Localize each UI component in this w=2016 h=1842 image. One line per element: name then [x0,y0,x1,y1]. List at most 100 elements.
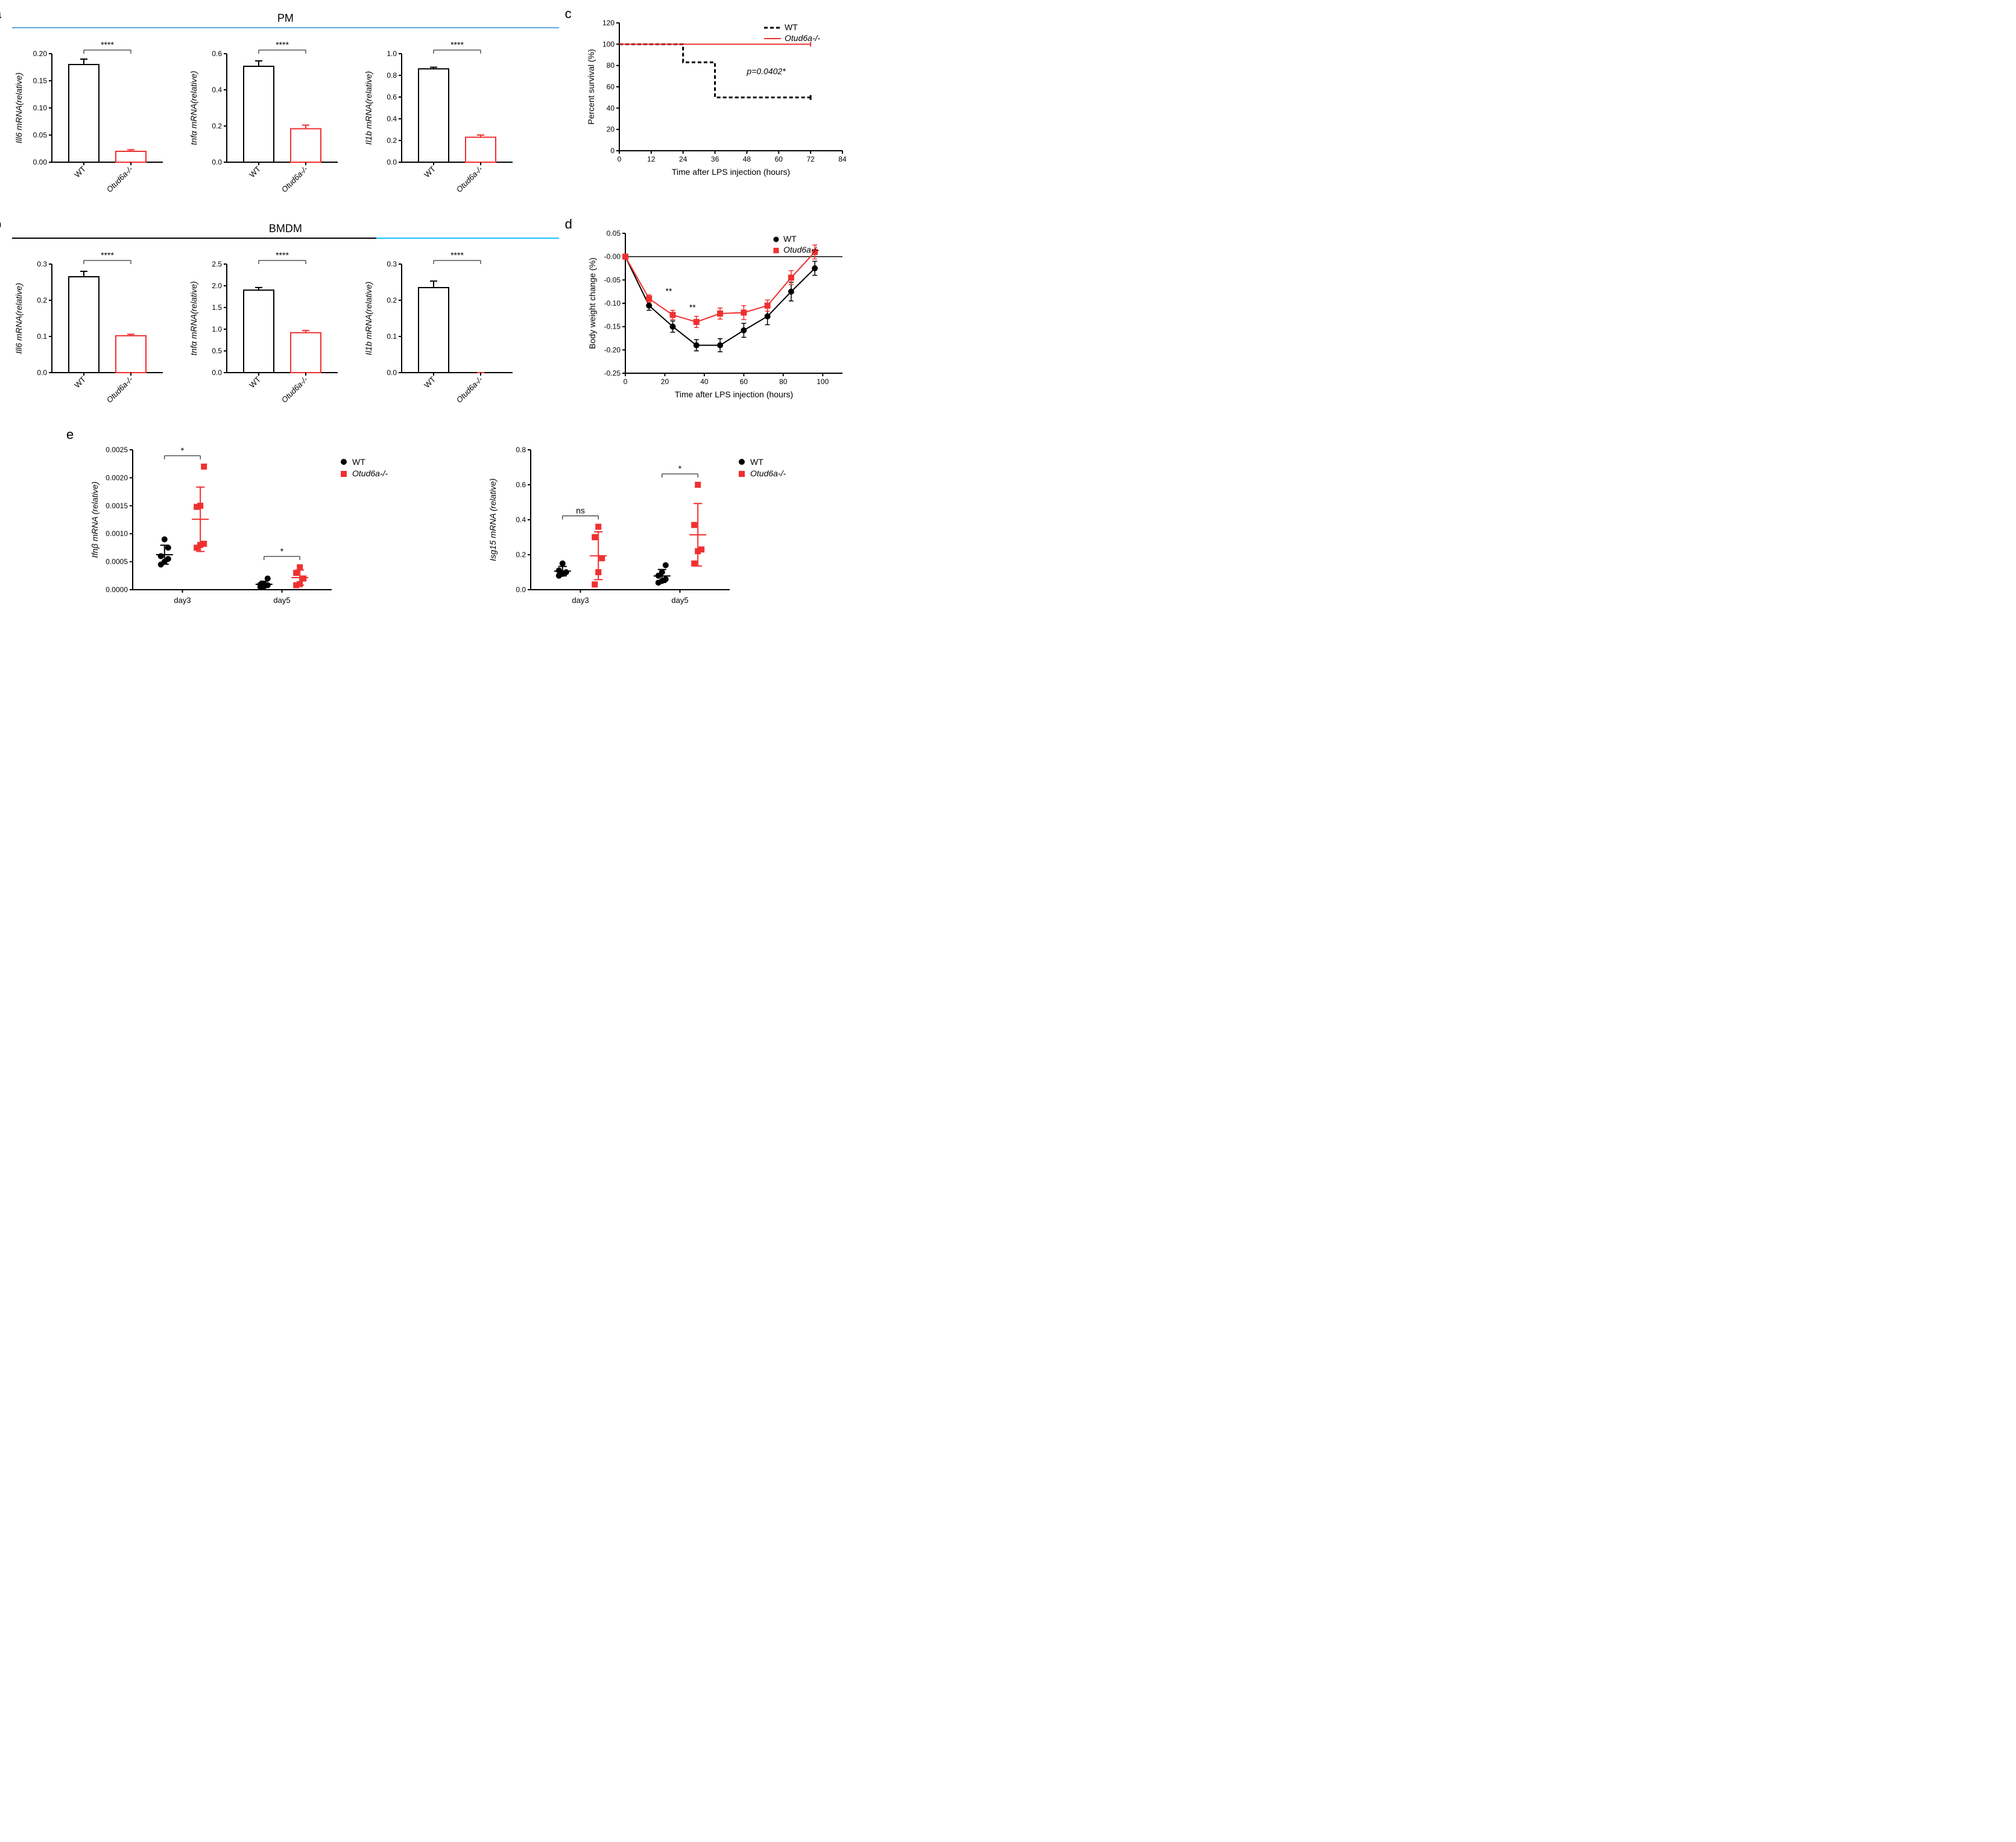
svg-text:Percent survival (%): Percent survival (%) [586,49,596,124]
svg-text:0.05: 0.05 [606,229,621,238]
svg-text:0.0020: 0.0020 [106,473,128,482]
svg-text:0: 0 [610,147,615,155]
svg-text:*: * [181,446,185,455]
svg-text:Otud6a-/-: Otud6a-/- [105,164,135,194]
svg-text:WT: WT [783,234,797,244]
svg-text:0.1: 0.1 [37,332,47,341]
svg-text:-0.05: -0.05 [604,276,621,284]
svg-text:WT: WT [247,374,262,390]
panel-b: b BMDM 0.00.10.20.3Ill6 mRNA(relative)WT… [12,222,559,415]
svg-text:Il1b mRNA(relative): Il1b mRNA(relative) [364,282,373,355]
svg-text:0.2: 0.2 [37,296,47,304]
svg-text:day5: day5 [671,596,688,605]
svg-text:****: **** [276,250,289,260]
svg-text:0.0015: 0.0015 [106,502,128,510]
svg-text:WT: WT [422,164,437,179]
svg-text:1.5: 1.5 [212,303,222,312]
svg-text:20: 20 [660,377,669,386]
svg-text:100: 100 [817,377,829,386]
svg-text:0.3: 0.3 [37,260,47,268]
svg-text:day5: day5 [273,596,290,605]
svg-text:0.0: 0.0 [212,368,222,377]
bar-chart: 0.00.10.20.3Ill6 mRNA(relative)WTOtud6a-… [12,246,169,415]
svg-text:0.6: 0.6 [387,93,397,101]
panel-a-row: 0.000.050.100.150.20Ill6 mRNA(relative)W… [12,36,559,204]
svg-text:0: 0 [623,377,627,386]
svg-text:0.2: 0.2 [516,550,526,559]
panel-label-b: b [0,216,1,232]
svg-text:WT: WT [247,164,262,179]
svg-text:Otud6a-/-: Otud6a-/- [455,164,485,194]
svg-text:1.0: 1.0 [212,325,222,333]
svg-text:****: **** [450,250,464,260]
svg-text:0.2: 0.2 [212,122,222,130]
svg-text:0.05: 0.05 [33,131,48,139]
panel-label-d: d [565,216,572,232]
svg-text:WT: WT [422,374,437,390]
svg-text:84: 84 [838,155,847,163]
scatter-chart: 0.00000.00050.00100.00150.00200.0025Ifnβ… [84,433,422,617]
svg-text:Isg15 mRNA (relative): Isg15 mRNA (relative) [488,478,498,561]
svg-text:Body weight change (%): Body weight change (%) [587,257,597,349]
svg-text:WT: WT [72,164,87,179]
svg-text:2.5: 2.5 [212,260,222,268]
svg-text:Otud6a-/-: Otud6a-/- [280,164,310,194]
svg-text:12: 12 [647,155,656,163]
svg-text:Otud6a-/-: Otud6a-/- [280,374,310,405]
svg-text:Otud6a-/-: Otud6a-/- [783,245,819,254]
svg-text:60: 60 [606,83,615,91]
svg-text:0.8: 0.8 [387,71,397,80]
svg-text:0.2: 0.2 [387,296,397,304]
svg-text:Ifnβ mRNA (relative): Ifnβ mRNA (relative) [90,482,100,558]
svg-text:0.1: 0.1 [387,332,397,341]
svg-text:0.0000: 0.0000 [106,585,128,594]
svg-text:80: 80 [779,377,788,386]
svg-text:0.2: 0.2 [387,136,397,145]
svg-text:tnfα mRNA(relative): tnfα mRNA(relative) [189,71,198,145]
svg-text:**: ** [665,286,672,296]
svg-text:0.6: 0.6 [516,481,526,489]
svg-text:1.0: 1.0 [387,49,397,58]
svg-text:0.20: 0.20 [33,49,48,58]
panel-label-e: e [66,427,74,443]
svg-text:WT: WT [352,457,365,467]
svg-text:100: 100 [602,40,615,48]
svg-text:0.0010: 0.0010 [106,529,128,538]
panel-label-a: a [0,6,1,22]
svg-text:36: 36 [711,155,719,163]
svg-text:WT: WT [72,374,87,390]
svg-text:72: 72 [806,155,815,163]
survival-chart: 020406080100120012243648607284Percent su… [583,12,856,184]
svg-text:-0.25: -0.25 [604,369,621,377]
panel-a: a PM 0.000.050.100.150.20Ill6 mRNA(relat… [12,12,559,204]
svg-text:WT: WT [750,457,763,467]
panel-c: c 020406080100120012243648607284Percent … [583,12,856,204]
svg-text:120: 120 [602,19,615,27]
figure-root: a PM 0.000.050.100.150.20Ill6 mRNA(relat… [12,12,856,617]
section-title-bmdm: BMDM [12,222,559,235]
bmdm-rule [12,238,559,239]
svg-text:0.10: 0.10 [33,104,48,112]
bar-chart: 0.00.10.20.3Il1b mRNA(relative)WTOtud6a-… [362,246,519,415]
svg-text:-0.10: -0.10 [604,299,621,308]
svg-text:40: 40 [700,377,709,386]
svg-text:0.4: 0.4 [212,86,222,94]
svg-text:Ill6 mRNA(relative): Ill6 mRNA(relative) [14,72,24,143]
svg-text:****: **** [101,40,114,49]
svg-text:*: * [280,546,284,556]
svg-text:Otud6a-/-: Otud6a-/- [352,468,388,478]
svg-text:**: ** [689,303,695,312]
section-title-pm: PM [12,12,559,25]
svg-text:0.8: 0.8 [516,446,526,454]
svg-text:0.3: 0.3 [387,260,397,268]
scatter-chart: 0.00.20.40.60.8Isg15 mRNA (relative)day3… [482,433,820,617]
bar-chart: 0.000.050.100.150.20Ill6 mRNA(relative)W… [12,36,169,204]
svg-text:WT: WT [785,22,798,32]
svg-text:Ill6 mRNA(relative): Ill6 mRNA(relative) [14,283,24,353]
panel-e-row: 0.00000.00050.00100.00150.00200.0025Ifnβ… [84,433,856,617]
svg-text:-0.20: -0.20 [604,345,621,354]
panel-e: e 0.00000.00050.00100.00150.00200.0025If… [12,433,856,617]
svg-text:2.0: 2.0 [212,282,222,290]
svg-text:Otud6a-/-: Otud6a-/- [750,468,786,478]
svg-text:Otud6a-/-: Otud6a-/- [105,374,135,405]
